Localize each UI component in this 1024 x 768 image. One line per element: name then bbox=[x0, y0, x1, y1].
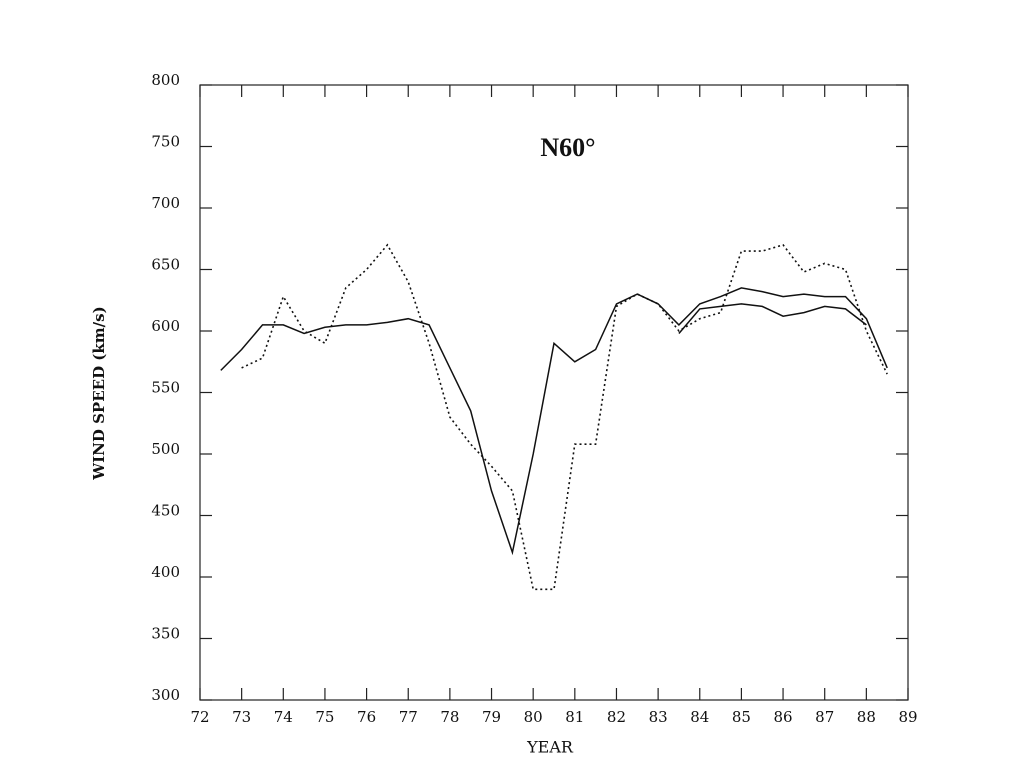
x-tick-label: 84 bbox=[690, 708, 709, 726]
y-tick-label: 550 bbox=[151, 379, 180, 397]
x-tick-label: 86 bbox=[774, 708, 793, 726]
y-tick-label: 300 bbox=[151, 686, 180, 704]
y-tick-label: 800 bbox=[151, 71, 180, 89]
x-tick-label: 87 bbox=[815, 708, 834, 726]
x-tick-label: 75 bbox=[315, 708, 334, 726]
y-axis-label: WIND SPEED (km/s) bbox=[90, 306, 108, 480]
x-tick-label: 83 bbox=[649, 708, 668, 726]
y-tick-label: 750 bbox=[151, 133, 180, 151]
x-tick-label: 76 bbox=[357, 708, 376, 726]
x-tick-label: 89 bbox=[898, 708, 917, 726]
chart-title: N60° bbox=[540, 133, 595, 162]
y-tick-label: 600 bbox=[151, 317, 180, 335]
y-tick-label: 700 bbox=[151, 194, 180, 212]
y-tick-label: 500 bbox=[151, 440, 180, 458]
data-line bbox=[241, 243, 888, 591]
x-tick-label: 80 bbox=[524, 708, 543, 726]
x-tick-label: 82 bbox=[607, 708, 626, 726]
data-line bbox=[678, 303, 867, 334]
x-tick-label: 74 bbox=[274, 708, 293, 726]
x-tick-label: 72 bbox=[190, 708, 209, 726]
x-tick-label: 81 bbox=[565, 708, 584, 726]
y-tick-label: 450 bbox=[151, 502, 180, 520]
x-tick-label: 79 bbox=[482, 708, 501, 726]
y-tick-label: 650 bbox=[151, 256, 180, 274]
y-tick-label: 350 bbox=[151, 625, 180, 643]
x-tick-label: 85 bbox=[732, 708, 751, 726]
x-tick-label: 77 bbox=[399, 708, 418, 726]
y-tick-label: 400 bbox=[151, 563, 180, 581]
x-tick-label: 88 bbox=[857, 708, 876, 726]
x-tick-label: 78 bbox=[440, 708, 459, 726]
x-axis-label: YEAR bbox=[526, 738, 574, 757]
x-tick-label: 73 bbox=[232, 708, 251, 726]
